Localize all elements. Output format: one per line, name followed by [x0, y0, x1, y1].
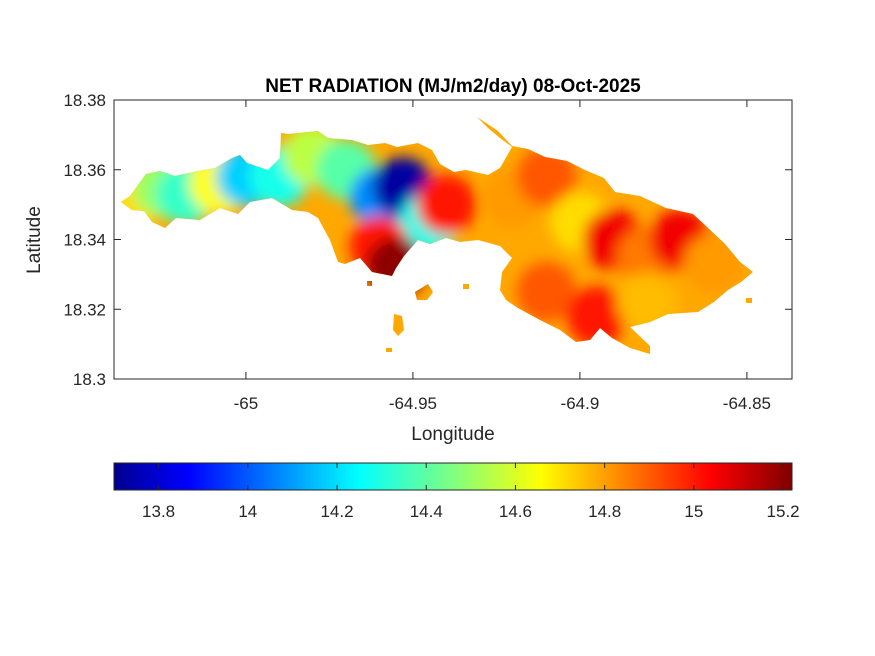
colorbar	[113, 462, 793, 491]
colorbar-tick-label: 15.2	[767, 502, 800, 521]
x-tick-label: -64.85	[723, 394, 771, 413]
y-tick-label: 18.3	[73, 370, 106, 389]
y-tick-label: 18.36	[63, 161, 106, 180]
x-axis-ticks: -65 -64.95 -64.9 -64.85	[234, 100, 771, 413]
heatmap-cell-13	[416, 174, 477, 235]
y-tick-label: 18.32	[63, 300, 106, 319]
colorbar-tick-label: 15	[684, 502, 703, 521]
colorbar-tick-label: 14.6	[499, 502, 532, 521]
y-axis-label: Latitude	[24, 206, 45, 274]
colorbar-ticks: 13.8 14 14.2 14.4 14.6 14.8 15 15.2	[142, 463, 800, 521]
colorbar-tick-label: 14	[238, 502, 257, 521]
heatmap-cell-15	[516, 146, 577, 207]
heatmap-cells	[121, 125, 744, 347]
colorbar-tick-label: 14.2	[320, 502, 353, 521]
y-tick-label: 18.38	[63, 91, 106, 110]
colorbar-tick-label: 14.4	[410, 502, 443, 521]
x-tick-label: -64.9	[561, 394, 600, 413]
heatmap-cell-21	[516, 261, 577, 322]
heatmap-cell-22	[566, 286, 627, 347]
y-axis-ticks: 18.3 18.32 18.34 18.36 18.38	[63, 91, 792, 389]
colorbar-tick-label: 13.8	[142, 502, 175, 521]
x-tick-label: -64.95	[389, 394, 437, 413]
colorbar-tick-label: 14.8	[588, 502, 621, 521]
chart-title: NET RADIATION (MJ/m2/day) 08-Oct-2025	[265, 76, 641, 97]
y-tick-label: 18.34	[63, 231, 106, 250]
heatmap-cell-20	[683, 233, 744, 294]
x-axis-label: Longitude	[411, 424, 494, 445]
x-tick-label: -65	[234, 394, 259, 413]
